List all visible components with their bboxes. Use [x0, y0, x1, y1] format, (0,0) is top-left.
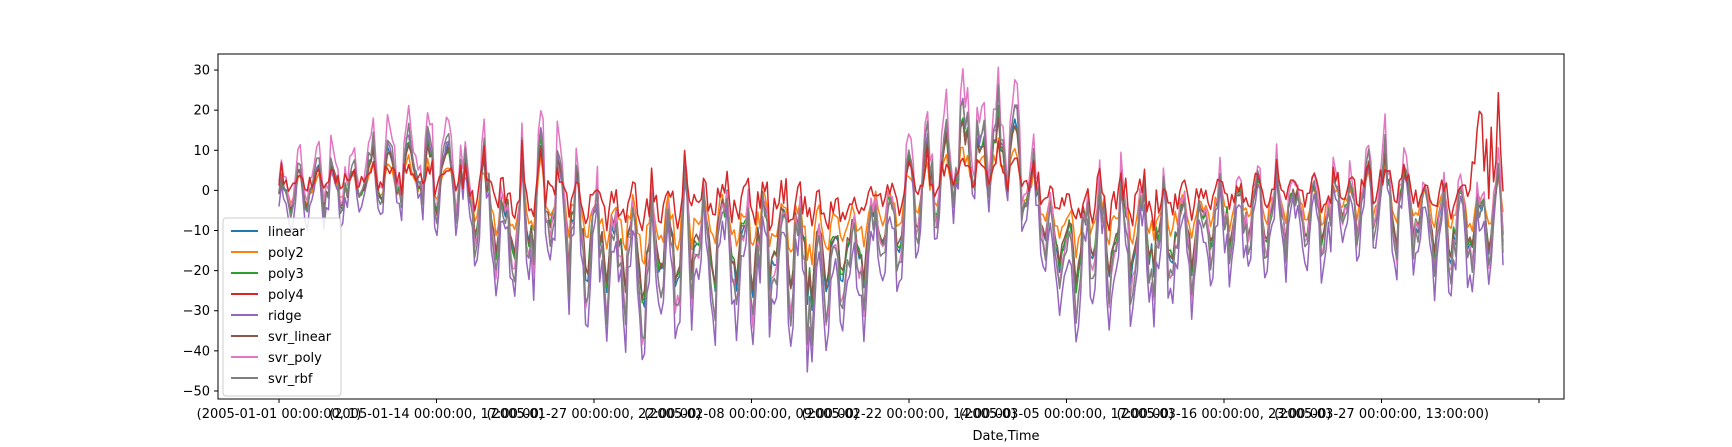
legend: linear poly2 poly3 poly4 ridge svr_linear svr_…	[222, 217, 342, 397]
x-tick-label: (2005-01-27 00:00:00, 22:00:00)	[487, 407, 702, 422]
legend-label-poly2: poly2	[268, 246, 304, 261]
x-tick-label: (2005-01-01 00:00:00, 1)	[197, 407, 362, 422]
plot-frame	[217, 53, 1565, 400]
x-tick-label: (2005-03-16 00:00:00, 23:00:00)	[1117, 407, 1332, 422]
y-tick-label: 20	[193, 104, 210, 119]
plot-area	[278, 66, 1504, 373]
y-tick-label: −40	[183, 344, 210, 359]
y-tick-label: −10	[183, 224, 210, 239]
x-tick-label: (2005-03-05 00:00:00, 17:00:00)	[959, 407, 1174, 422]
legend-label-ridge: ridge	[268, 309, 301, 324]
x-tick-label: (2005-03-27 00:00:00, 13:00:00)	[1274, 407, 1489, 422]
legend-label-linear: linear	[268, 225, 305, 240]
x-tick-label: (2005-02-08 00:00:00, 09:00:00)	[644, 407, 859, 422]
legend-label-poly3: poly3	[268, 267, 304, 282]
x-axis-label: Date,Time	[972, 429, 1039, 444]
series-line-poly4	[278, 91, 1504, 232]
y-tick-label: −20	[183, 264, 210, 279]
axes: 30 20 10 0 −10 −20 −30 −40 −50 (2005-01-01 00:00:…	[183, 53, 1565, 422]
legend-label-svr_linear: svr_linear	[268, 330, 332, 345]
legend-label-svr_rbf: svr_rbf	[268, 372, 313, 387]
y-tick-label: −30	[183, 304, 210, 319]
y-tick-label: −50	[183, 384, 210, 399]
legend-label-svr_poly: svr_poly	[268, 351, 322, 366]
x-tick-label: (2005-01-14 00:00:00, 17:00:00)	[329, 407, 544, 422]
y-tick-label: 10	[193, 144, 210, 159]
legend-label-poly4: poly4	[268, 288, 304, 303]
series-line-svr_poly	[278, 66, 1504, 350]
y-tick-label: 30	[193, 64, 210, 79]
x-tick-label: (2005-02-22 00:00:00, 14:00:00)	[802, 407, 1017, 422]
y-tick-label: 0	[202, 184, 210, 199]
legend-box	[222, 217, 342, 397]
